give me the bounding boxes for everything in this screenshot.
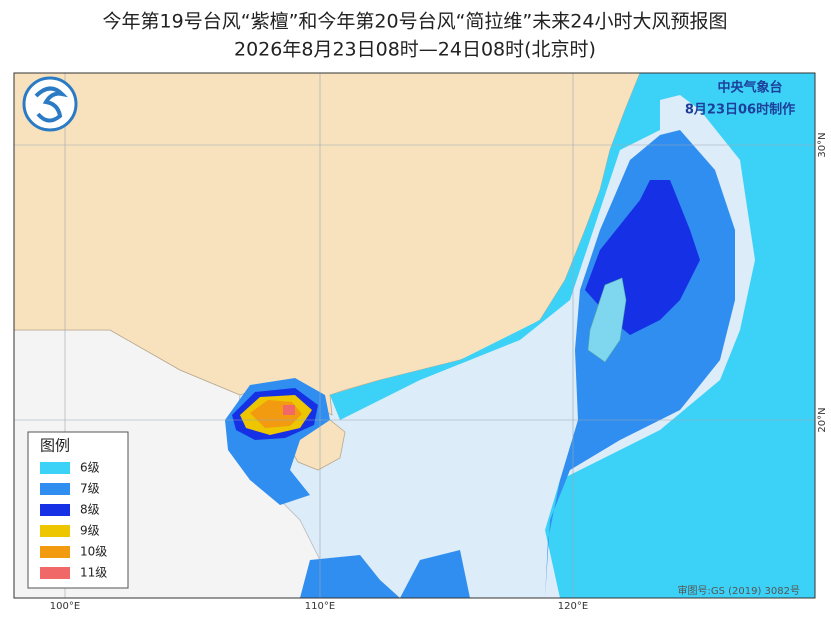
legend-label: 8级: [80, 503, 100, 517]
legend-swatch: [40, 483, 70, 495]
legend-label: 7级: [80, 482, 100, 496]
lon-label: 120°E: [558, 601, 588, 612]
lon-label: 100°E: [50, 601, 80, 612]
legend-swatch: [40, 546, 70, 558]
legend-label: 11级: [80, 566, 107, 580]
taiwan: [587, 277, 627, 363]
lat-label: 20°N: [817, 407, 828, 432]
lat-label: 30°N: [817, 132, 828, 157]
wind-zone: [300, 555, 400, 598]
legend-label: 10级: [80, 545, 107, 559]
map-approval: 审图号:GS (2019) 3082号: [677, 584, 800, 597]
legend-title: 图例: [40, 437, 70, 455]
wind-zone: [400, 550, 470, 598]
legend-label: 6级: [80, 461, 100, 475]
legend: 图例 6级 7级 8级 9级 10级 11级: [27, 431, 129, 589]
logo-mark: [34, 86, 69, 123]
logo: [22, 76, 78, 132]
legend-label: 9级: [80, 524, 100, 538]
agency: 中央气象台: [717, 80, 782, 96]
map-frame: [13, 72, 816, 599]
legend-swatch: [40, 462, 70, 474]
lon-label: 110°E: [305, 601, 335, 612]
issued: 8月23日06时制作: [685, 102, 795, 118]
legend-swatch: [40, 567, 70, 579]
wind-zone: [330, 73, 815, 598]
title: 今年第19号台风“紫檀”和今年第20号台风“简拉维”未来24小时大风预报图: [103, 11, 728, 33]
subtitle: 2026年8月23日08时—24日08时(北京时): [234, 39, 596, 61]
map: [14, 73, 815, 598]
legend-swatch: [40, 525, 70, 537]
wind-zone: [283, 405, 295, 415]
legend-swatch: [40, 504, 70, 516]
